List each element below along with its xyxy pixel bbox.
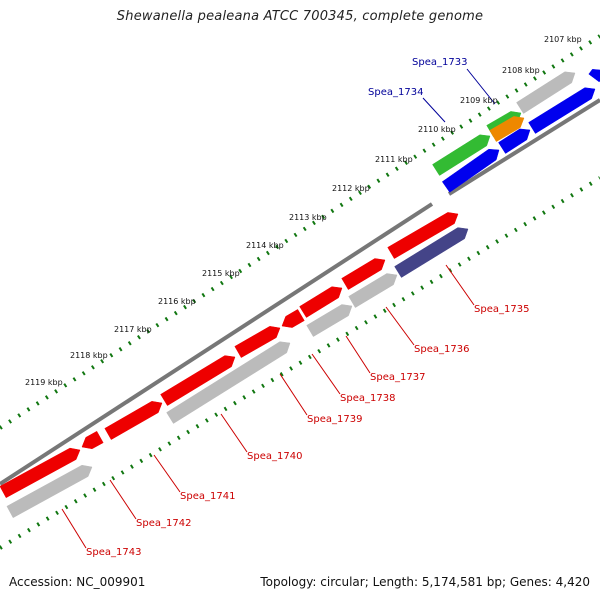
gene-label: Spea_1741	[180, 491, 235, 502]
label-leader-line	[311, 353, 341, 395]
cds-arrow	[348, 273, 398, 308]
cds-arrow	[432, 134, 491, 176]
cds-arrow	[588, 69, 600, 83]
label-leader-line	[345, 335, 371, 374]
kbp-label: 2110 kbp	[418, 125, 456, 134]
gene-label: Spea_1735	[474, 304, 529, 315]
cds-arrow	[160, 355, 236, 406]
cds-arrow	[489, 116, 525, 142]
kbp-label: 2116 kbp	[158, 297, 196, 306]
cds-arrow	[299, 286, 343, 318]
accession-footer: Accession: NC_009901	[9, 575, 145, 589]
genome-stats-footer: Topology: circular; Length: 5,174,581 bp…	[260, 575, 590, 589]
kbp-label: 2108 kbp	[502, 66, 540, 75]
label-leader-line	[385, 306, 415, 346]
gene-label: Spea_1736	[414, 344, 469, 355]
label-leader-line	[61, 508, 87, 549]
gene-label: Spea_1743	[86, 547, 141, 558]
topology-label: Topology:	[260, 575, 317, 589]
gene-label: Spea_1738	[340, 393, 395, 404]
topology-value: circular	[320, 575, 365, 589]
label-leader-line	[109, 479, 137, 520]
gene-label: Spea_1742	[136, 518, 191, 529]
label-leader-line	[445, 264, 475, 306]
cds-arrow	[528, 87, 596, 134]
gene-label: Spea_1734	[368, 87, 423, 98]
tick-tracks	[0, 34, 600, 550]
cds-arrow	[441, 148, 500, 193]
gene-label: Spea_1740	[247, 451, 302, 462]
gene-label: Spea_1737	[370, 372, 425, 383]
kbp-label: 2111 kbp	[375, 155, 413, 164]
genes-label: Genes:	[509, 575, 552, 589]
accession-value: NC_009901	[76, 575, 146, 589]
kbp-label: 2115 kbp	[202, 269, 240, 278]
kbp-label: 2107 kbp	[544, 35, 582, 44]
gene-labels: Spea_1733 Spea_1734 Spea_1735 Spea_1736 Spea…	[86, 57, 529, 558]
cds-arrow	[104, 401, 163, 440]
kbp-label: 2113 kbp	[289, 213, 327, 222]
gene-label: Spea_1733	[412, 57, 467, 68]
accession-label: Accession:	[9, 575, 73, 589]
gene-track	[0, 69, 600, 519]
cds-arrow	[516, 71, 576, 114]
length-label: Length:	[372, 575, 419, 589]
kbp-label: 2118 kbp	[70, 351, 108, 360]
backbone-track	[0, 98, 600, 486]
label-leaders	[61, 68, 496, 549]
label-leader-line	[279, 373, 308, 416]
cds-arrow	[306, 304, 353, 337]
kbp-label: 2117 kbp	[114, 325, 152, 334]
label-leader-line	[153, 454, 181, 493]
cds-arrow	[387, 212, 459, 259]
gene-label: Spea_1739	[307, 414, 362, 425]
kbp-label: 2109 kbp	[460, 96, 498, 105]
cds-arrow	[6, 464, 93, 519]
kbp-labels: 2107 kbp 2108 kbp 2109 kbp 2110 kbp 2111 kbp…	[25, 35, 582, 387]
cds-arrow	[498, 128, 531, 154]
cds-arrow	[394, 227, 469, 278]
label-leader-line	[466, 68, 496, 105]
cds-arrow	[0, 447, 81, 499]
label-leader-line	[422, 97, 446, 123]
cds-arrow	[81, 430, 104, 450]
kbp-label: 2112 kbp	[332, 184, 370, 193]
inner-tick-track	[0, 176, 600, 550]
backbone-line	[0, 202, 434, 486]
map-title: Shewanella pealeana ATCC 700345, complet…	[116, 9, 484, 24]
cds-arrow	[281, 309, 305, 328]
cds-arrow	[341, 258, 386, 290]
length-value: 5,174,581 bp	[421, 575, 502, 589]
kbp-label: 2114 kbp	[246, 241, 284, 250]
cds-arrow	[234, 326, 281, 358]
outer-tick-track	[0, 34, 600, 430]
genes-value: 4,420	[555, 575, 590, 589]
backbone-line	[447, 98, 600, 196]
kbp-label: 2119 kbp	[25, 378, 63, 387]
label-leader-line	[220, 413, 248, 453]
cds-arrow	[166, 341, 291, 424]
